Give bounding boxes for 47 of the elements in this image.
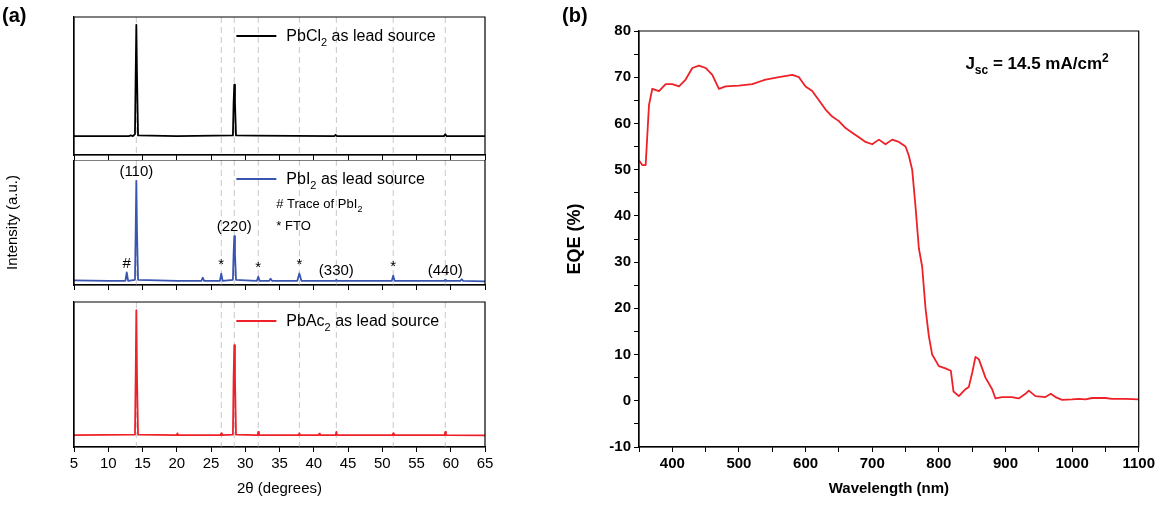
y-tick-label: 20 bbox=[614, 298, 631, 316]
y-tick-label: -10 bbox=[609, 437, 631, 455]
annotation: * bbox=[218, 254, 225, 272]
x-tick-label: 35 bbox=[271, 454, 288, 472]
x-tick-label: 1100 bbox=[1122, 454, 1155, 472]
x-tick-label: 600 bbox=[793, 454, 819, 472]
x-tick-label: 1000 bbox=[1055, 454, 1089, 472]
annotation: (330) bbox=[318, 260, 354, 278]
x-tick-label: 5 bbox=[69, 454, 79, 472]
y-tick-label: 30 bbox=[614, 252, 631, 270]
annotation: * bbox=[296, 254, 303, 272]
x-tick-label: 50 bbox=[373, 454, 391, 472]
x-tick-label: 500 bbox=[726, 454, 752, 472]
y-axis-title: Intensity (a.u.) bbox=[3, 174, 21, 271]
x-tick-label: 30 bbox=[236, 454, 254, 472]
x-axis-title: 2θ (degrees) bbox=[236, 479, 323, 497]
y-tick-label: 70 bbox=[614, 67, 631, 85]
x-tick-label: 900 bbox=[992, 454, 1018, 472]
annotation: * bbox=[255, 257, 262, 275]
x-tick-label: 800 bbox=[926, 454, 952, 472]
annotation: * bbox=[390, 256, 397, 274]
annotation: * FTO bbox=[276, 218, 311, 233]
y-axis-title: EQE (%) bbox=[563, 203, 584, 275]
y-tick-label: 50 bbox=[614, 159, 631, 177]
x-tick-label: 400 bbox=[659, 454, 685, 472]
chart-title: (a) bbox=[2, 4, 27, 26]
y-tick-label: 40 bbox=[614, 206, 631, 224]
x-tick-label: 65 bbox=[476, 454, 494, 472]
y-tick-label: 80 bbox=[614, 21, 631, 39]
y-tick-label: 60 bbox=[614, 113, 631, 131]
annotation: (220) bbox=[216, 217, 252, 235]
x-tick-label: 10 bbox=[99, 454, 117, 472]
x-tick-label: 15 bbox=[134, 454, 151, 472]
x-tick-label: 700 bbox=[859, 454, 885, 472]
annotation: (110) bbox=[119, 161, 154, 179]
annotation: (440) bbox=[427, 260, 463, 278]
x-tick-label: 60 bbox=[442, 454, 460, 472]
x-tick-label: 40 bbox=[305, 454, 323, 472]
chart-title: (b) bbox=[562, 4, 588, 26]
x-axis-title: Wavelength (nm) bbox=[828, 479, 950, 497]
x-tick-label: 55 bbox=[408, 454, 425, 472]
x-tick-label: 45 bbox=[339, 454, 357, 472]
y-tick-label: 10 bbox=[614, 344, 631, 362]
x-tick-label: 20 bbox=[168, 454, 186, 472]
annotation: # bbox=[122, 253, 132, 271]
x-tick-label: 25 bbox=[202, 454, 220, 472]
y-tick-label: 0 bbox=[622, 390, 631, 408]
